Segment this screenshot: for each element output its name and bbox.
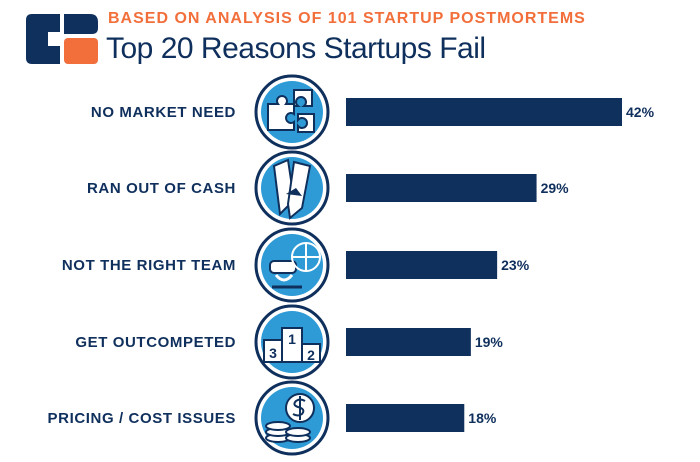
category-label: RAN OUT OF CASH xyxy=(87,180,236,197)
bar xyxy=(346,404,465,432)
category-label: GET OUTCOMPETED xyxy=(75,334,236,351)
bar xyxy=(346,174,537,202)
chart-subtitle: BASED ON ANALYSIS OF 101 STARTUP POSTMOR… xyxy=(108,10,586,27)
value-label: 29% xyxy=(541,180,570,196)
category-label: NO MARKET NEED xyxy=(91,104,236,121)
value-label: 18% xyxy=(468,410,497,426)
category-label: NOT THE RIGHT TEAM xyxy=(62,257,236,274)
value-label: 42% xyxy=(626,104,655,120)
cb-logo xyxy=(26,14,98,64)
bar xyxy=(346,328,471,356)
category-label: PRICING / COST ISSUES xyxy=(48,410,236,427)
podium-number: 2 xyxy=(307,347,315,363)
vr-headset-team-icon xyxy=(254,227,330,303)
podium-number: 3 xyxy=(269,345,277,361)
dollar-coins-icon xyxy=(254,380,330,456)
header: BASED ON ANALYSIS OF 101 STARTUP POSTMOR… xyxy=(0,0,700,80)
bar xyxy=(346,251,498,279)
podium-number: 1 xyxy=(288,331,296,347)
bar xyxy=(346,98,622,126)
value-label: 19% xyxy=(475,334,504,350)
puzzle-icon xyxy=(254,74,330,150)
torn-money-icon xyxy=(254,150,330,226)
value-label: 23% xyxy=(501,257,530,273)
podium-icon: 312 xyxy=(254,304,330,380)
chart-title: Top 20 Reasons Startups Fail xyxy=(106,32,486,65)
